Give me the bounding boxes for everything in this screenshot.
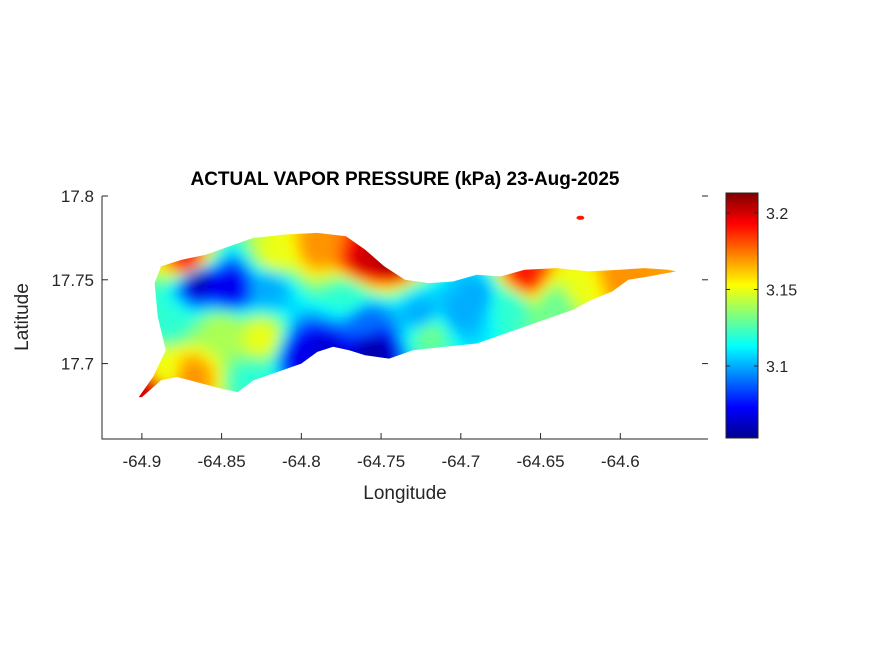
x-tick-label: -64.6 [601,452,640,471]
y-axis-ticks: 17.7 17.75 17.8 [51,187,708,374]
colorbar-tick-label: 3.15 [766,282,797,299]
colorbar-tick-label: 3.2 [766,206,788,223]
chart-title: ACTUAL VAPOR PRESSURE (kPa) 23-Aug-2025 [190,169,619,190]
plot-axes [101,196,708,440]
colorbar: 3.1 3.15 3.2 [725,192,797,439]
x-tick-label: -64.85 [198,452,246,471]
y-tick-label: 17.7 [61,355,94,374]
region-fill [138,215,677,398]
heatmap-surface [138,215,677,398]
x-axis-ticks: -64.9 -64.85 -64.8 -64.75 -64.7 -64.65 -64.6 [122,433,640,471]
y-tick-label: 17.8 [61,187,94,206]
x-tick-label: -64.75 [357,452,405,471]
x-axis-label: Longitude [363,483,446,504]
x-tick-label: -64.65 [516,452,564,471]
x-tick-label: -64.9 [122,452,161,471]
axes-frame [101,196,708,440]
y-tick-label: 17.75 [51,271,94,290]
y-axis-label: Latitude [12,283,33,351]
colorbar-tick-label: 3.1 [766,359,788,376]
x-tick-label: -64.7 [441,452,480,471]
x-tick-label: -64.8 [282,452,321,471]
colorbar-bar [725,192,759,439]
